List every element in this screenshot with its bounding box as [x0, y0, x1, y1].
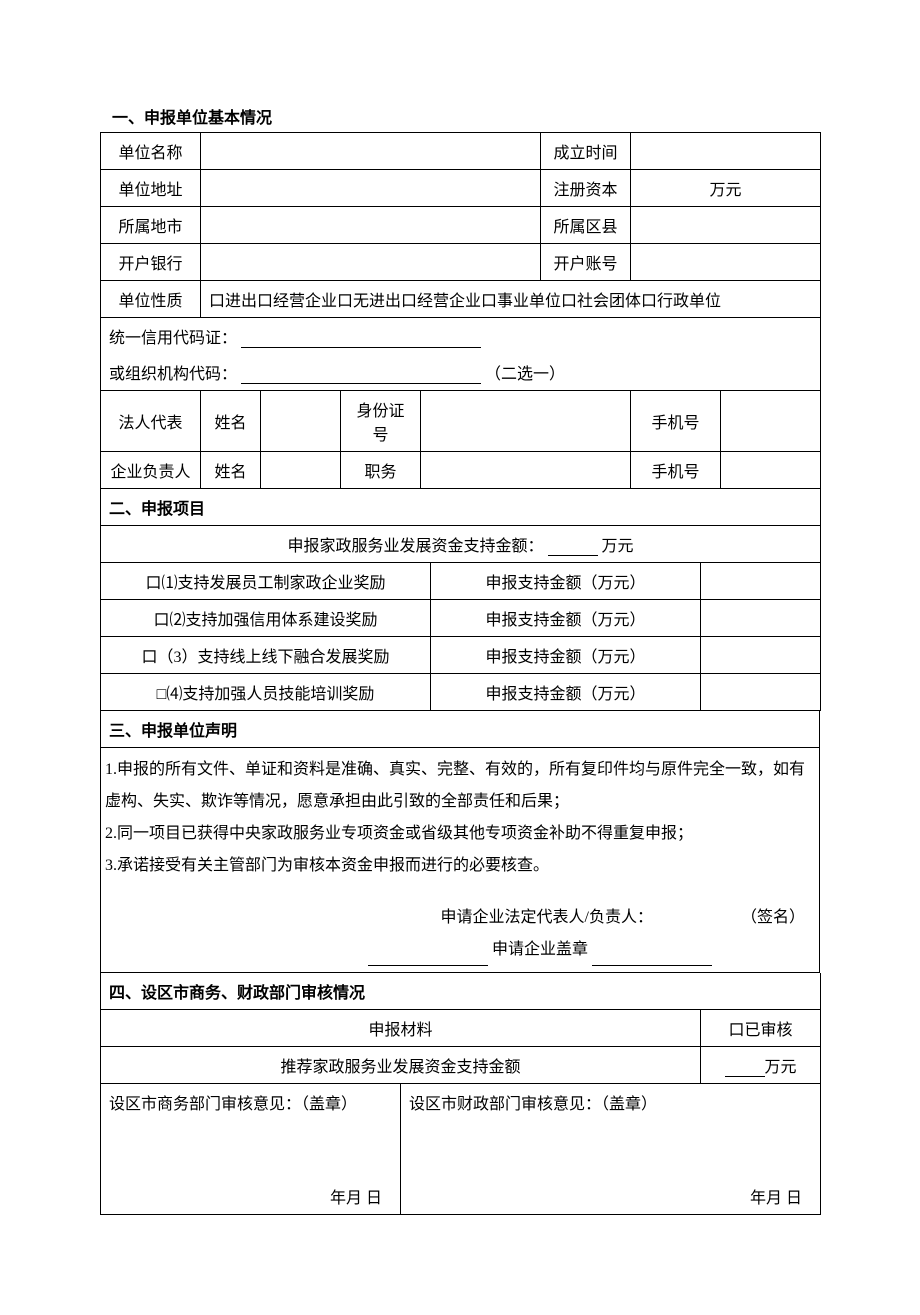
legal-rep-name-value[interactable] — [261, 391, 341, 452]
recommend-amount-value[interactable]: 万元 — [701, 1047, 821, 1084]
district-label: 所属区县 — [541, 207, 631, 244]
manager-name-label: 姓名 — [201, 452, 261, 489]
project-item-1[interactable]: 口⑴支持发展员工制家政企业奖励 — [101, 563, 431, 600]
district-value[interactable] — [631, 207, 821, 244]
org-code-label: 或组织机构代码： — [109, 366, 237, 383]
commerce-date: 年月 日 — [109, 1184, 392, 1208]
section-1-title: 一、申报单位基本情况 — [100, 100, 820, 132]
unit-type-options[interactable]: 口进出口经营企业口无进出口经营企业口事业单位口社会团体口行政单位 — [201, 281, 821, 318]
finance-date: 年月 日 — [409, 1184, 812, 1208]
finance-review-label: 设区市财政部门审核意见：（盖章） — [409, 1090, 812, 1114]
reviewed-checkbox[interactable]: 口已审核 — [701, 1010, 821, 1047]
credit-code-label: 统一信用代码证： — [109, 330, 237, 347]
basic-info-table: 单位名称 成立时间 单位地址 注册资本 万元 所属地市 所属区县 开户银行 开户… — [100, 132, 821, 489]
account-value[interactable] — [631, 244, 821, 281]
project-item-1-amount-label: 申报支持金额（万元） — [431, 563, 701, 600]
manager-phone-value[interactable] — [721, 452, 821, 489]
legal-rep-label: 法人代表 — [101, 391, 201, 452]
stamp-underline-right — [592, 950, 712, 966]
project-item-2-amount-value[interactable] — [701, 600, 821, 637]
statement-table: 三、申报单位声明 1.申报的所有文件、单证和资料是准确、真实、完整、有效的，所有… — [100, 711, 820, 973]
commerce-review-cell[interactable]: 设区市商务部门审核意见：（盖章） 年月 日 — [101, 1084, 401, 1215]
project-table: 二、申报项目 申报家政服务业发展资金支持金额： 万元 口⑴支持发展员工制家政企业… — [100, 489, 821, 711]
legal-rep-phone-value[interactable] — [721, 391, 821, 452]
recommend-amount-label: 推荐家政服务业发展资金支持金额 — [101, 1047, 701, 1084]
project-amount-unit: 万元 — [602, 538, 634, 555]
project-item-2-amount-label: 申报支持金额（万元） — [431, 600, 701, 637]
choose-one-text: （二选一） — [485, 366, 565, 383]
section-3-title: 三、申报单位声明 — [101, 711, 820, 748]
city-label: 所属地市 — [101, 207, 201, 244]
legal-rep-phone-label: 手机号 — [631, 391, 721, 452]
project-item-1-amount-value[interactable] — [701, 563, 821, 600]
establish-time-value[interactable] — [631, 133, 821, 170]
project-item-2[interactable]: 口⑵支持加强信用体系建设奖励 — [101, 600, 431, 637]
establish-time-label: 成立时间 — [541, 133, 631, 170]
signature-label: 申请企业法定代表人/负责人： — [441, 909, 653, 926]
material-label: 申报材料 — [101, 1010, 701, 1047]
stamp-underline-left — [368, 950, 488, 966]
section-2-title: 二、申报项目 — [101, 489, 821, 526]
manager-name-value[interactable] — [261, 452, 341, 489]
unit-address-label: 单位地址 — [101, 170, 201, 207]
project-amount-row: 申报家政服务业发展资金支持金额： 万元 — [101, 526, 821, 563]
unit-name-label: 单位名称 — [101, 133, 201, 170]
unit-name-value[interactable] — [201, 133, 541, 170]
signature-suffix: （签名） — [741, 909, 805, 926]
review-table: 四、设区市商务、财政部门审核情况 申报材料 口已审核 推荐家政服务业发展资金支持… — [100, 973, 821, 1215]
manager-position-value[interactable] — [421, 452, 631, 489]
manager-phone-label: 手机号 — [631, 452, 721, 489]
stamp-label: 申请企业盖章 — [492, 941, 588, 958]
account-label: 开户账号 — [541, 244, 631, 281]
project-item-4[interactable]: □⑷支持加强人员技能培训奖励 — [101, 674, 431, 711]
legal-rep-id-value[interactable] — [421, 391, 631, 452]
credit-code-input[interactable] — [241, 332, 481, 348]
project-item-3-amount-value[interactable] — [701, 637, 821, 674]
legal-rep-name-label: 姓名 — [201, 391, 261, 452]
statement-line-1: 1.申报的所有文件、单证和资料是准确、真实、完整、有效的，所有复印件均与原件完全… — [105, 754, 815, 818]
bank-label: 开户银行 — [101, 244, 201, 281]
credit-code-row: 统一信用代码证： — [101, 318, 821, 355]
statement-line-2: 2.同一项目已获得中央家政服务业专项资金或省级其他专项资金补助不得重复申报； — [105, 818, 815, 850]
project-item-3[interactable]: 口（3）支持线上线下融合发展奖励 — [101, 637, 431, 674]
registered-capital-label: 注册资本 — [541, 170, 631, 207]
unit-type-label: 单位性质 — [101, 281, 201, 318]
legal-rep-id-label: 身份证号 — [341, 391, 421, 452]
statement-body: 1.申报的所有文件、单证和资料是准确、真实、完整、有效的，所有复印件均与原件完全… — [101, 748, 820, 973]
project-item-4-amount-label: 申报支持金额（万元） — [431, 674, 701, 711]
unit-address-value[interactable] — [201, 170, 541, 207]
project-amount-label: 申报家政服务业发展资金支持金额： — [287, 538, 543, 555]
org-code-row: 或组织机构代码： （二选一） — [101, 354, 821, 391]
manager-position-label: 职务 — [341, 452, 421, 489]
project-item-4-amount-value[interactable] — [701, 674, 821, 711]
org-code-input[interactable] — [241, 368, 481, 384]
manager-label: 企业负责人 — [101, 452, 201, 489]
bank-value[interactable] — [201, 244, 541, 281]
project-amount-input[interactable] — [548, 540, 598, 556]
statement-line-3: 3.承诺接受有关主管部门为审核本资金申报而进行的必要核查。 — [105, 850, 815, 882]
commerce-review-label: 设区市商务部门审核意见：（盖章） — [109, 1090, 392, 1114]
project-item-3-amount-label: 申报支持金额（万元） — [431, 637, 701, 674]
finance-review-cell[interactable]: 设区市财政部门审核意见：（盖章） 年月 日 — [401, 1084, 821, 1215]
section-4-title: 四、设区市商务、财政部门审核情况 — [101, 973, 821, 1010]
city-value[interactable] — [201, 207, 541, 244]
registered-capital-value[interactable]: 万元 — [631, 170, 821, 207]
